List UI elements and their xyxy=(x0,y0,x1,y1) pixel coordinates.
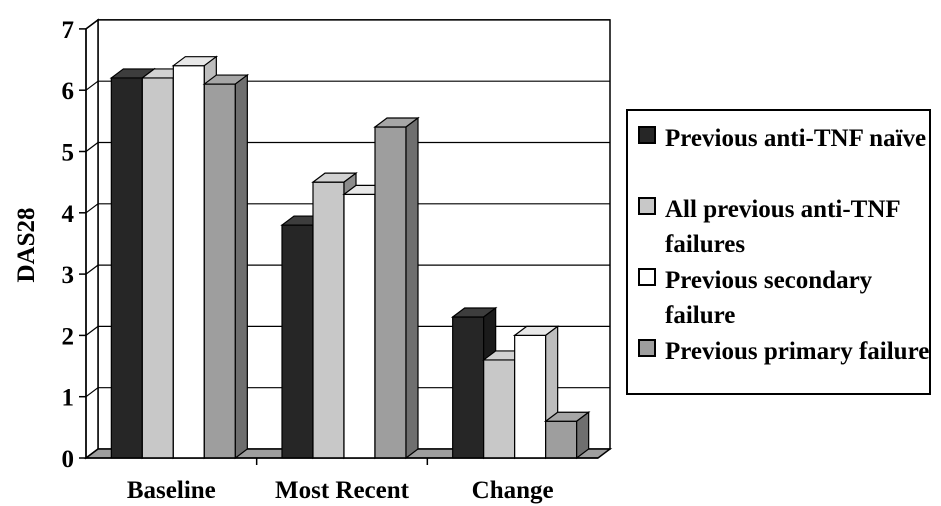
legend: Previous anti-TNF naïve All previous ant… xyxy=(626,109,931,395)
legend-label: Previous secondary failure xyxy=(665,267,873,329)
y-tick-label: 4 xyxy=(62,201,75,228)
y-axis-ticks: 0 1 2 3 4 5 6 7 xyxy=(62,17,87,473)
y-tick-label: 7 xyxy=(62,17,75,44)
legend-label: Previous anti-TNF naïve xyxy=(665,125,927,152)
gridline xyxy=(85,264,610,275)
gridline xyxy=(85,203,610,214)
x-axis-categories: Baseline Most Recent Change xyxy=(86,457,598,504)
y-tick-label: 5 xyxy=(62,140,75,167)
gridlines xyxy=(85,19,610,398)
gridline xyxy=(85,80,610,91)
legend-swatch xyxy=(638,268,656,286)
y-tick-label: 6 xyxy=(62,78,75,105)
gridline xyxy=(85,141,610,152)
gridline xyxy=(85,387,610,398)
gridline xyxy=(85,325,610,336)
y-tick-label: 0 xyxy=(62,446,75,473)
legend-swatch xyxy=(638,197,656,215)
y-tick-label: 1 xyxy=(62,385,75,412)
gridline xyxy=(85,19,610,30)
bar xyxy=(373,116,420,460)
x-category-label: Change xyxy=(472,477,554,504)
bar xyxy=(202,73,250,460)
bars xyxy=(109,55,591,460)
y-tick-label: 3 xyxy=(62,262,75,289)
y-tick-label: 2 xyxy=(62,323,75,350)
legend-swatch xyxy=(638,126,656,144)
x-category-label: Baseline xyxy=(127,477,216,504)
legend-label: All previous anti-TNF failures xyxy=(665,196,900,258)
x-category-label: Most Recent xyxy=(275,477,410,504)
bar xyxy=(543,411,591,460)
legend-swatch xyxy=(638,339,656,357)
y-axis-label: DAS28 xyxy=(13,207,40,282)
legend-label: Previous primary failure xyxy=(665,338,930,365)
